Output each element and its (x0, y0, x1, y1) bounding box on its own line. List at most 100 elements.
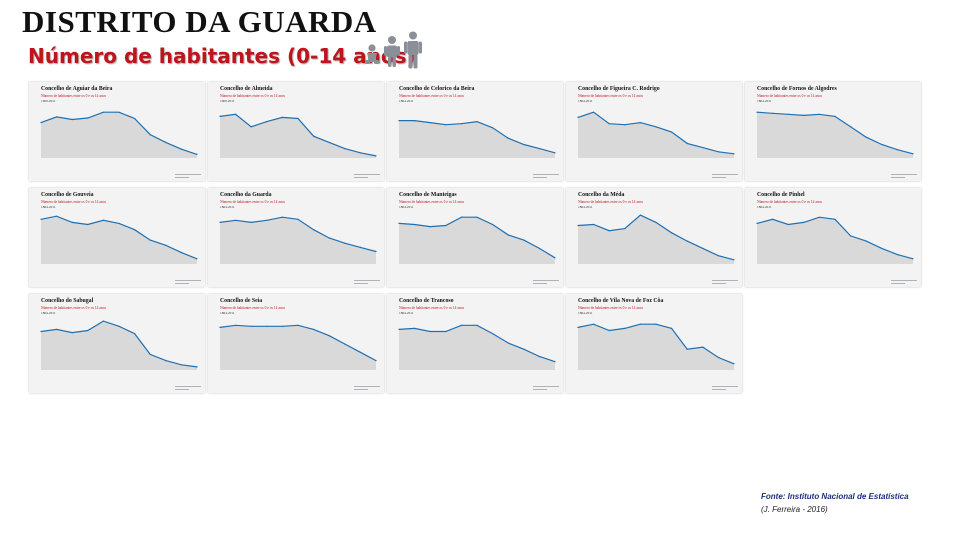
chart-point (608, 329, 610, 332)
chart-point (639, 122, 641, 124)
chart-source-mark (891, 283, 905, 284)
chart-source-mark (891, 177, 905, 178)
chart-point (328, 141, 330, 143)
chart-point (717, 356, 719, 359)
chart-subtitle: Número de habitantes entre os 0 e os 14 … (220, 94, 285, 98)
chart-card: Concelho de Figueira C. Rodrigo Número de… (566, 82, 742, 181)
chart-point (281, 116, 283, 118)
chart-point (538, 148, 540, 150)
chart-point (297, 218, 299, 220)
chart-source-mark (891, 174, 917, 175)
chart-point (756, 111, 758, 113)
chart-point (56, 116, 58, 118)
chart-point (56, 328, 58, 330)
chart-title: Concelho de Pinhel (757, 192, 805, 198)
chart-point (624, 124, 626, 126)
chart-point (896, 254, 898, 256)
chart-point (686, 142, 688, 144)
chart-point (476, 121, 478, 123)
chart-point (655, 221, 657, 223)
chart-point (733, 363, 735, 365)
chart-period: 1900-2011 (41, 99, 56, 103)
chart-point (118, 325, 120, 327)
chart-point (266, 121, 268, 123)
chart-point (398, 120, 400, 122)
chart-plot (577, 214, 738, 284)
chart-point (40, 330, 42, 333)
chart-source-mark (354, 389, 368, 390)
chart-point (608, 123, 610, 125)
chart-point (671, 327, 673, 329)
chart-plot (398, 119, 559, 178)
chart-subtitle: Número de habitantes entre os 0 e os 14 … (41, 94, 106, 98)
chart-point (772, 112, 774, 114)
chart-point (235, 219, 237, 221)
chart-point (281, 325, 283, 327)
chart-point (102, 320, 104, 322)
page-title: DISTRITO DA GUARDA (22, 4, 377, 39)
chart-title: Concelho de Manteigas (399, 192, 457, 198)
chart-point (818, 113, 820, 115)
chart-point (266, 325, 268, 327)
chart-point (554, 152, 556, 154)
chart-source-mark (712, 389, 726, 390)
chart-point (165, 360, 167, 362)
chart-period: 1864-2011 (399, 311, 414, 315)
chart-point (313, 135, 315, 137)
chart-plot (756, 111, 917, 178)
chart-area (220, 325, 376, 370)
chart-period: 1864-2011 (578, 99, 593, 103)
chart-point (639, 323, 641, 325)
chart-source-mark (891, 280, 917, 281)
chart-point (850, 235, 852, 237)
chart-card: Concelho de Trancoso Número de habitantes… (387, 294, 563, 393)
page-subtitle: Número de habitantes (0-14 anos) (28, 44, 416, 68)
chart-title: Concelho de Vila Nova de Foz Côa (578, 298, 664, 304)
chart-point (756, 222, 758, 224)
chart-plot (219, 216, 380, 284)
chart-card: Concelho de Vila Nova de Foz Côa Número d… (566, 294, 742, 393)
chart-card: Concelho de Almeida Número de habitantes … (208, 82, 384, 181)
chart-point (460, 216, 462, 218)
chart-area (757, 112, 913, 158)
chart-plot (398, 324, 559, 390)
chart-point (375, 250, 377, 253)
chart-source-mark (354, 386, 380, 387)
chart-source-mark (533, 386, 559, 387)
chart-card: Concelho da Guarda Número de habitantes e… (208, 188, 384, 287)
chart-point (686, 240, 688, 242)
chart-area (399, 217, 555, 264)
chart-point (134, 229, 136, 231)
chart-point (71, 332, 73, 334)
chart-point (429, 330, 431, 333)
chart-point (235, 113, 237, 115)
chart-point (40, 218, 42, 220)
chart-title: Concelho de Trancoso (399, 298, 454, 304)
chart-point (149, 134, 151, 136)
chart-plot (577, 111, 738, 178)
chart-subtitle: Número de habitantes entre os 0 e os 14 … (399, 306, 464, 310)
chart-point (803, 114, 805, 116)
chart-point (507, 342, 509, 344)
chart-title: Concelho de Almeida (220, 86, 273, 92)
chart-point (196, 366, 198, 368)
chart-point (328, 237, 330, 239)
chart-point (492, 333, 494, 335)
chart-card: Concelho da Méda Número de habitantes ent… (566, 188, 742, 287)
chart-point (149, 239, 151, 241)
chart-source-mark (533, 174, 559, 175)
chart-point (624, 327, 626, 329)
chart-area (578, 215, 734, 264)
chart-point (881, 143, 883, 146)
chart-period: 1864-2011 (41, 311, 56, 315)
chart-point (492, 223, 494, 226)
chart-point (414, 223, 416, 226)
chart-area (220, 114, 376, 158)
chart-point (787, 113, 789, 115)
chart-point (445, 224, 447, 227)
chart-point (772, 218, 774, 220)
chart-point (608, 230, 610, 232)
chart-point (235, 324, 237, 326)
chart-card: Concelho do Sabugal Número de habitantes … (29, 294, 205, 393)
people-illustration (365, 31, 422, 69)
